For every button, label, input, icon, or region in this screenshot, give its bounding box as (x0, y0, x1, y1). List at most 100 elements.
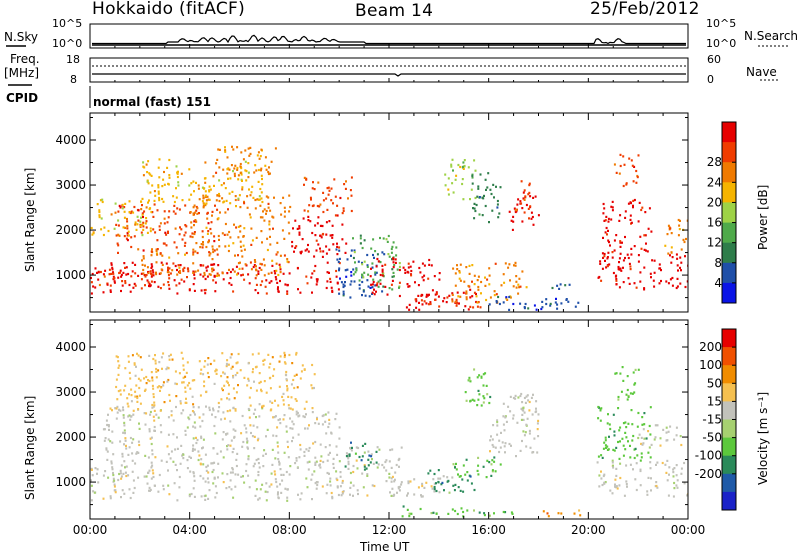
power-cell (613, 239, 616, 242)
power-cell (248, 188, 250, 191)
power-cell (191, 232, 194, 235)
velocity-cell (135, 365, 137, 368)
velocity-cell (226, 376, 229, 379)
power-cell (113, 280, 116, 283)
power-cell (452, 191, 455, 194)
velocity-background (90, 320, 688, 519)
velocity-cell (363, 464, 366, 467)
velocity-cell (250, 431, 252, 435)
power-cell (134, 223, 137, 226)
power-cell (669, 254, 671, 257)
power-cell (319, 250, 322, 253)
power-cell (142, 165, 145, 168)
power-cell (529, 195, 532, 198)
power-cell (204, 292, 207, 295)
velocity-cell (493, 512, 495, 515)
power-cell (147, 182, 150, 185)
power-cell (203, 273, 206, 276)
velocity-cell (385, 459, 388, 462)
velocity-cell (468, 376, 471, 379)
power-cell (452, 169, 454, 172)
power-cell (421, 294, 424, 297)
power-cell (127, 230, 130, 233)
power-cell (637, 260, 640, 263)
power-cell (336, 242, 338, 245)
power-cell (126, 232, 129, 235)
power-cell (155, 248, 158, 251)
velocity-cell (136, 395, 139, 398)
power-cell (488, 303, 491, 306)
power-cell (255, 274, 258, 277)
velocity-cell (292, 378, 295, 382)
power-cell (265, 168, 268, 171)
velocity-cell (625, 436, 628, 439)
power-cell (686, 280, 688, 283)
velocity-cell (535, 400, 538, 403)
velocity-cell (262, 359, 265, 362)
power-cell (201, 186, 204, 189)
power-cell (637, 220, 640, 223)
power-cell (391, 279, 394, 282)
power-cell (213, 184, 215, 187)
velocity-cell (614, 485, 616, 488)
velocity-cell (607, 448, 610, 451)
power-cell (680, 269, 682, 272)
power-cell (319, 247, 321, 250)
power-cell (192, 283, 195, 286)
power-cell (156, 209, 159, 212)
power-cell (166, 166, 169, 169)
velocity-cell (213, 382, 216, 385)
velocity-cell (473, 509, 475, 512)
power-cell (250, 191, 253, 194)
power-cell (202, 243, 205, 246)
velocity-cell (138, 427, 141, 430)
power-cell (377, 260, 380, 263)
velocity-cell (482, 373, 485, 376)
velocity-cell (633, 391, 636, 394)
power-cell (242, 158, 245, 161)
power-cell (234, 198, 237, 202)
velocity-cell (178, 486, 181, 489)
velocity-cell (290, 396, 293, 399)
velocity-cell (114, 407, 117, 410)
power-cell (476, 301, 479, 304)
power-cell (671, 284, 674, 287)
power-cell (224, 187, 227, 190)
nsky-top-tick: 10^5 (52, 17, 83, 30)
velocity-cell (184, 433, 187, 436)
velocity-cell (328, 444, 331, 447)
power-cell (92, 232, 95, 235)
power-cell (479, 306, 482, 309)
velocity-cell (274, 457, 277, 460)
velocity-cell (228, 398, 231, 401)
power-cell (149, 191, 152, 194)
velocity-cell (154, 456, 157, 459)
power-cell (477, 185, 480, 188)
power-cell (337, 288, 340, 291)
power-cell (462, 291, 465, 294)
velocity-cell (266, 428, 269, 431)
power-cell (96, 271, 98, 274)
velocity-cell (632, 468, 634, 471)
power-cell (142, 268, 145, 272)
velocity-cell (306, 427, 309, 430)
power-cell (418, 266, 421, 270)
power-cell (173, 204, 176, 207)
velocity-cell (615, 467, 618, 470)
power-cell (342, 209, 345, 212)
nave-bottom-tick: 0 (707, 73, 714, 86)
power-cell (266, 237, 269, 240)
velocity-cell (274, 415, 277, 418)
power-cell (370, 247, 373, 250)
velocity-cell (296, 411, 299, 415)
velocity-cell (296, 386, 299, 389)
velocity-cell (111, 441, 114, 444)
velocity-cell (295, 457, 298, 460)
velocity-cell (642, 428, 645, 431)
power-cell (173, 200, 176, 204)
power-cell (184, 241, 187, 244)
power-cell (331, 236, 334, 239)
velocity-cell (349, 481, 352, 484)
velocity-cell (91, 474, 94, 477)
velocity-cell (488, 401, 491, 405)
